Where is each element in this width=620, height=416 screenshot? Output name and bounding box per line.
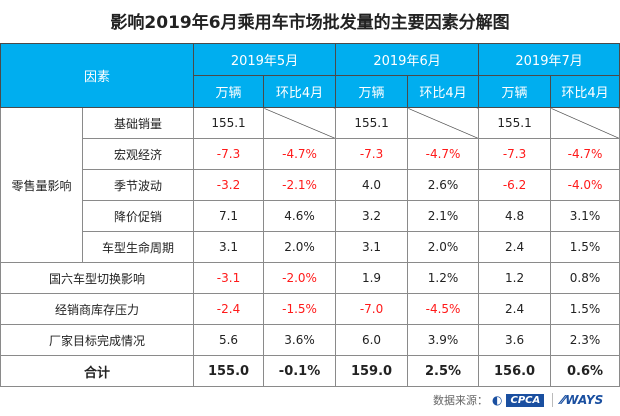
mom-cell: 1.2%	[407, 262, 480, 294]
row-label: 基础销量	[81, 107, 195, 139]
units-cell: 156.0	[478, 355, 552, 387]
mom-cell: 2.6%	[407, 169, 480, 201]
mom-cell: 4.6%	[263, 200, 337, 232]
units-cell: 3.1	[335, 231, 409, 263]
row-label: 降价促销	[81, 200, 195, 232]
source-label: 数据来源：	[433, 394, 488, 407]
header-mom: 环比4月	[550, 75, 620, 108]
table-row: 宏观经济 -7.3 -4.7% -7.3 -4.7% -7.3 -4.7%	[1, 138, 620, 170]
row-label: 合计	[0, 355, 195, 387]
mom-cell: -4.7%	[407, 138, 480, 170]
units-cell: 4.8	[478, 200, 552, 232]
units-cell: -7.3	[335, 138, 409, 170]
mom-cell: 2.0%	[263, 231, 337, 263]
mom-cell: 3.1%	[550, 200, 620, 232]
mom-cell	[407, 107, 480, 139]
units-cell: 155.1	[193, 107, 265, 139]
units-cell: 3.6	[478, 324, 552, 356]
units-cell: 159.0	[335, 355, 409, 387]
mom-cell: 2.3%	[550, 324, 620, 356]
row-label: 国六车型切换影响	[0, 262, 195, 294]
units-cell: 5.6	[193, 324, 265, 356]
mom-cell: 2.0%	[407, 231, 480, 263]
table-row: 经销商库存压力 -2.4 -1.5% -7.0 -4.5% 2.4 1.5%	[0, 293, 620, 325]
factor-table: 因素 2019年5月 2019年6月 2019年7月 万辆 环比4月 万辆 环比…	[0, 43, 620, 387]
units-cell: 3.1	[193, 231, 265, 263]
table-row: 国六车型切换影响 -3.1 -2.0% 1.9 1.2% 1.2 0.8%	[0, 262, 620, 294]
units-cell: 4.0	[335, 169, 409, 201]
mom-cell: 2.1%	[407, 200, 480, 232]
units-cell: 1.2	[478, 262, 552, 294]
header-factor: 因素	[0, 43, 195, 108]
header-units: 万辆	[478, 75, 552, 108]
header-mom: 环比4月	[407, 75, 480, 108]
units-cell: -3.2	[193, 169, 265, 201]
mom-cell: -1.5%	[263, 293, 337, 325]
header-month: 2019年5月	[193, 43, 337, 76]
table-row: 合计 155.0 -0.1% 159.0 2.5% 156.0 0.6%	[0, 355, 620, 387]
header-mom: 环比4月	[263, 75, 337, 108]
table-row: 零售量影响 基础销量 155.1 155.1 155.1	[0, 107, 620, 263]
mom-cell: -0.1%	[263, 355, 337, 387]
header-units: 万辆	[193, 75, 265, 108]
table-row: 厂家目标完成情况 5.6 3.6% 6.0 3.9% 3.6 2.3%	[0, 324, 620, 356]
units-cell: 155.1	[335, 107, 409, 139]
units-cell: -6.2	[478, 169, 552, 201]
table-row: 季节波动 -3.2 -2.1% 4.0 2.6% -6.2 -4.0%	[1, 169, 620, 201]
mom-cell: 0.8%	[550, 262, 620, 294]
units-cell: -7.0	[335, 293, 409, 325]
units-cell: 2.4	[478, 231, 552, 263]
units-cell: -7.3	[478, 138, 552, 170]
cpca-logo: CPCA	[506, 393, 545, 407]
units-cell: 2.4	[478, 293, 552, 325]
units-cell: 7.1	[193, 200, 265, 232]
mom-cell: 1.5%	[550, 293, 620, 325]
units-cell: 155.0	[193, 355, 265, 387]
units-cell: 3.2	[335, 200, 409, 232]
mom-cell: 2.5%	[407, 355, 480, 387]
header-month: 2019年6月	[335, 43, 480, 76]
mom-cell: 3.9%	[407, 324, 480, 356]
mom-cell: -4.5%	[407, 293, 480, 325]
ways-logo: ⁄⁄WAYS	[561, 393, 604, 407]
group-label: 零售量影响	[0, 107, 83, 263]
table-row: 车型生命周期 3.1 2.0% 3.1 2.0% 2.4 1.5%	[1, 231, 620, 263]
mom-cell: 0.6%	[550, 355, 620, 387]
mom-cell: -4.7%	[263, 138, 337, 170]
row-label: 厂家目标完成情况	[0, 324, 195, 356]
table-row: 降价促销 7.1 4.6% 3.2 2.1% 4.8 3.1%	[1, 200, 620, 232]
chart-title: 影响2019年6月乘用车市场批发量的主要因素分解图	[110, 13, 510, 33]
row-label: 经销商库存压力	[0, 293, 195, 325]
units-cell: -7.3	[193, 138, 265, 170]
divider	[552, 393, 554, 407]
row-label: 车型生命周期	[81, 231, 195, 263]
mom-cell: 1.5%	[550, 231, 620, 263]
mom-cell: 3.6%	[263, 324, 337, 356]
header-month: 2019年7月	[478, 43, 620, 76]
mom-cell	[263, 107, 337, 139]
units-cell: 6.0	[335, 324, 409, 356]
mom-cell: -2.1%	[263, 169, 337, 201]
units-cell: 155.1	[478, 107, 552, 139]
row-label: 宏观经济	[81, 138, 195, 170]
mom-cell	[550, 107, 620, 139]
cpca-globe-icon: ◐	[492, 393, 503, 407]
units-cell: -3.1	[193, 262, 265, 294]
header-units: 万辆	[335, 75, 409, 108]
units-cell: 1.9	[335, 262, 409, 294]
mom-cell: -4.7%	[550, 138, 620, 170]
row-label: 季节波动	[81, 169, 195, 201]
mom-cell: -2.0%	[263, 262, 337, 294]
units-cell: -2.4	[193, 293, 265, 325]
mom-cell: -4.0%	[550, 169, 620, 201]
data-source: 数据来源： ◐ CPCA ⁄⁄WAYS	[433, 392, 603, 408]
